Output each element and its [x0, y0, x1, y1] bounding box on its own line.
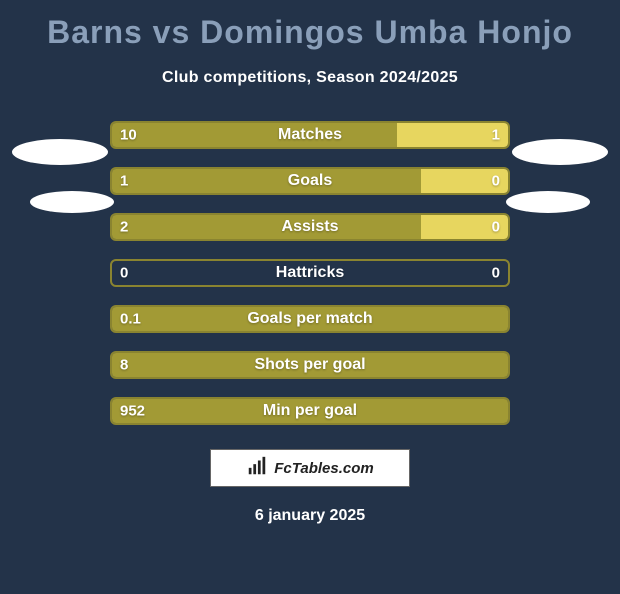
player-avatar-left-1 [12, 139, 108, 165]
chart-icon [246, 455, 268, 482]
stat-value-left: 8 [120, 357, 128, 374]
stat-label: Hattricks [276, 264, 344, 282]
stat-label: Min per goal [263, 402, 357, 420]
stat-row: 10 Matches 1 [110, 121, 510, 149]
page-title: Barns vs Domingos Umba Honjo [0, 14, 620, 51]
stat-label: Matches [278, 126, 342, 144]
stat-value-left: 0.1 [120, 311, 141, 328]
stat-label: Goals per match [247, 310, 372, 328]
stat-label: Goals [288, 172, 332, 190]
stat-value-left: 1 [120, 173, 128, 190]
stat-value-right: 0 [492, 265, 500, 282]
stat-row: 1 Goals 0 [110, 167, 510, 195]
stat-value-left: 0 [120, 265, 128, 282]
stats-container: 10 Matches 1 1 Goals 0 2 Assists 0 0 Hattricks 0 0.1… [0, 121, 620, 425]
stat-row: 0.1 Goals per match [110, 305, 510, 333]
stat-value-right: 0 [492, 173, 500, 190]
stat-value-right: 0 [492, 219, 500, 236]
stat-value-right: 1 [492, 127, 500, 144]
stat-value-left: 2 [120, 219, 128, 236]
player-avatar-right-1 [512, 139, 608, 165]
stat-value-left: 952 [120, 403, 145, 420]
stat-label: Assists [282, 218, 339, 236]
player-avatar-right-2 [506, 191, 590, 213]
player-avatar-left-2 [30, 191, 114, 213]
brand-text: FcTables.com [274, 460, 373, 477]
stat-value-left: 10 [120, 127, 137, 144]
stat-row: 8 Shots per goal [110, 351, 510, 379]
date-label: 6 january 2025 [0, 507, 620, 525]
season-subtitle: Club competitions, Season 2024/2025 [0, 69, 620, 87]
stat-row: 952 Min per goal [110, 397, 510, 425]
stat-label: Shots per goal [254, 356, 365, 374]
stat-row: 0 Hattricks 0 [110, 259, 510, 287]
stat-row: 2 Assists 0 [110, 213, 510, 241]
brand-badge[interactable]: FcTables.com [210, 449, 410, 487]
